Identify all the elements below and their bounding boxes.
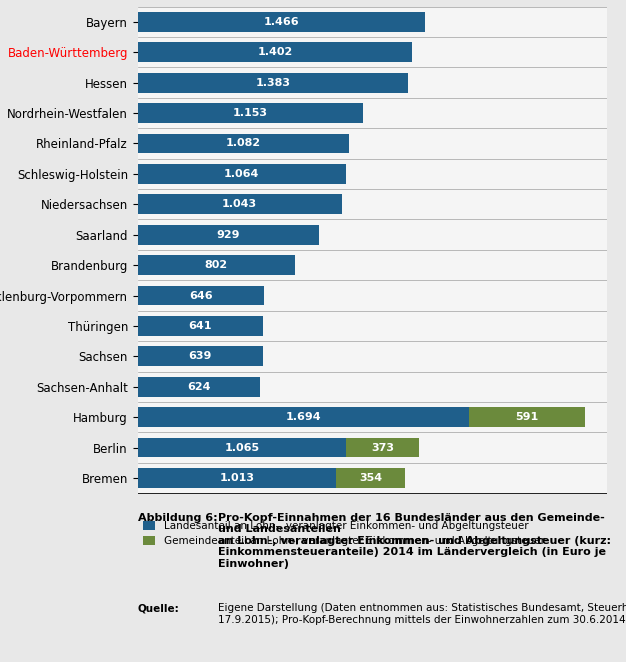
Bar — [138, 42, 412, 62]
Text: 1.013: 1.013 — [219, 473, 254, 483]
Bar — [138, 407, 469, 427]
Bar — [138, 377, 260, 397]
Text: 373: 373 — [371, 443, 394, 453]
Bar — [138, 164, 346, 184]
Bar — [138, 103, 363, 123]
Text: 624: 624 — [187, 382, 210, 392]
Bar — [138, 256, 295, 275]
Text: 1.065: 1.065 — [224, 443, 259, 453]
Legend: Landesanteil an Lohn-, veranlagter Einkommen- und Abgeltungsteuer, Gemeindeantei: Landesanteil an Lohn-, veranlagter Einko… — [143, 521, 545, 546]
Text: 1.082: 1.082 — [226, 138, 261, 148]
Bar — [138, 468, 336, 488]
Text: 641: 641 — [188, 321, 212, 331]
Text: 354: 354 — [359, 473, 382, 483]
Text: Abbildung 6:: Abbildung 6: — [138, 512, 217, 523]
Bar — [138, 225, 319, 244]
Text: 1.466: 1.466 — [264, 17, 299, 27]
Bar — [138, 438, 346, 457]
Bar — [138, 316, 263, 336]
Text: 1.694: 1.694 — [285, 412, 321, 422]
Bar — [138, 195, 342, 214]
Text: 639: 639 — [188, 352, 212, 361]
Text: 1.153: 1.153 — [233, 108, 268, 118]
Text: 929: 929 — [217, 230, 240, 240]
Text: 646: 646 — [189, 291, 213, 301]
Text: 1.383: 1.383 — [255, 77, 290, 87]
Text: Pro-Kopf-Einnahmen der 16 Bundesländer aus den Gemeinde- und Landesanteilen
an L: Pro-Kopf-Einnahmen der 16 Bundesländer a… — [218, 512, 610, 569]
Bar — [138, 12, 424, 32]
Bar — [138, 346, 263, 366]
Text: 591: 591 — [515, 412, 538, 422]
Bar — [336, 468, 405, 488]
Bar — [138, 134, 349, 154]
Bar — [469, 407, 585, 427]
Text: Quelle:: Quelle: — [138, 604, 180, 614]
Text: Eigene Darstellung (Daten entnommen aus: Statistisches Bundesamt, Steuerhaushalt: Eigene Darstellung (Daten entnommen aus:… — [218, 604, 626, 625]
Text: 1.064: 1.064 — [224, 169, 260, 179]
Text: 1.043: 1.043 — [222, 199, 257, 209]
Text: 802: 802 — [205, 260, 228, 270]
Bar — [138, 285, 264, 305]
Bar — [346, 438, 419, 457]
Text: 1.402: 1.402 — [257, 47, 292, 57]
Bar — [138, 73, 408, 93]
